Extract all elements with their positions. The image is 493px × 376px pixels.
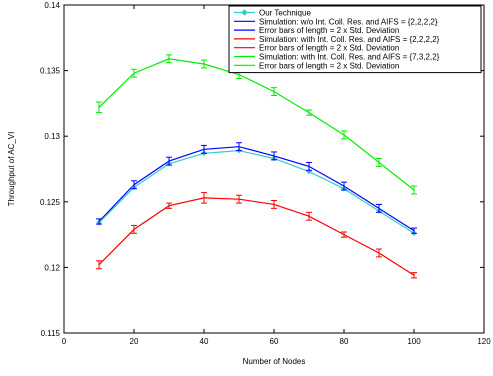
x-tick-label-5: 100 — [407, 337, 421, 346]
legend-box — [228, 5, 482, 74]
x-tick-label-6: 120 — [477, 337, 491, 346]
error-bar-4-1 — [131, 224, 137, 234]
error-bar-2-7 — [341, 181, 347, 191]
legend-label-1: Simulation: w/o Int. Coll. Res. and AIFS… — [259, 17, 438, 26]
error-bar-4-0 — [96, 260, 102, 270]
x-tick-label-4: 80 — [340, 337, 349, 346]
series-3-line — [98, 197, 415, 276]
error-bar-6-2 — [166, 54, 172, 64]
series-1-line — [98, 146, 415, 232]
error-bar-2-3 — [201, 144, 207, 154]
error-bar-4-9 — [411, 272, 417, 279]
legend-marker-0 — [241, 9, 248, 16]
y-tick-label-4: 0.135 — [40, 67, 61, 76]
error-bar-6-9 — [411, 185, 417, 195]
legend-label-5: Simulation: with Int. Coll. Res. and AIF… — [259, 53, 440, 62]
error-bar-4-4 — [236, 194, 242, 204]
error-bar-2-0 — [96, 218, 102, 225]
error-bar-2-1 — [131, 180, 137, 190]
y-tick-label-1: 0.12 — [44, 263, 60, 272]
error-bar-6-6 — [306, 109, 312, 116]
y-tick-label-3: 0.13 — [44, 132, 60, 141]
y-tick-label-5: 0.14 — [44, 1, 60, 10]
error-bar-2-9 — [411, 227, 417, 234]
error-bar-2-4 — [236, 142, 242, 152]
error-bar-6-5 — [271, 87, 277, 97]
error-bar-2-2 — [166, 156, 172, 166]
error-bar-4-6 — [306, 211, 312, 221]
legend-item-5: Simulation: with Int. Coll. Res. and AIF… — [234, 53, 440, 62]
error-bar-2-8 — [376, 203, 382, 213]
error-bars-2 — [96, 142, 417, 234]
error-bar-6-8 — [376, 158, 382, 167]
series-3 — [98, 197, 415, 276]
x-tick-label-0: 0 — [62, 337, 67, 346]
error-bar-6-7 — [341, 130, 347, 140]
series-0-line — [98, 149, 415, 234]
legend-item-6: Error bars of length = 2 x Std. Deviatio… — [234, 61, 399, 70]
error-bar-4-3 — [201, 192, 207, 204]
error-bar-4-7 — [341, 231, 347, 238]
y-axis-label: Throughput of AC_VI — [7, 132, 16, 207]
legend-item-2: Error bars of length = 2 x Std. Deviatio… — [234, 26, 399, 35]
legend-label-3: Simulation: with Int. Coll. Res. and AIF… — [259, 35, 440, 44]
series-5 — [98, 58, 415, 191]
error-bar-6-1 — [131, 68, 137, 78]
x-tick-label-3: 60 — [270, 337, 279, 346]
legend-item-4: Error bars of length = 2 x Std. Deviatio… — [234, 44, 399, 53]
x-tick-label-1: 20 — [130, 337, 139, 346]
y-tick-label-2: 0.125 — [40, 198, 61, 207]
series-1 — [98, 146, 415, 232]
error-bar-2-5 — [271, 151, 277, 161]
series-layer — [96, 54, 417, 279]
error-bar-4-2 — [166, 202, 172, 209]
legend-item-3: Simulation: with Int. Coll. Res. and AIF… — [234, 35, 440, 44]
legend-label-2: Error bars of length = 2 x Std. Deviatio… — [259, 26, 399, 35]
y-tick-label-0: 0.115 — [41, 329, 61, 338]
error-bars-4 — [96, 192, 417, 279]
legend-label-4: Error bars of length = 2 x Std. Deviatio… — [259, 44, 399, 53]
series-5-line — [98, 58, 415, 191]
error-bar-6-0 — [96, 101, 102, 114]
legend-item-1: Simulation: w/o Int. Coll. Res. and AIFS… — [234, 17, 438, 26]
error-bar-4-5 — [271, 199, 277, 209]
legend-label-0: Our Technique — [259, 9, 311, 18]
error-bar-4-8 — [376, 248, 382, 258]
legend-label-6: Error bars of length = 2 x Std. Deviatio… — [259, 61, 399, 70]
x-tick-label-2: 40 — [200, 337, 209, 346]
error-bar-2-6 — [306, 161, 312, 171]
x-axis-label: Number of Nodes — [243, 357, 306, 366]
legend-item-0: Our Technique — [234, 9, 311, 18]
error-bar-6-3 — [201, 59, 207, 69]
